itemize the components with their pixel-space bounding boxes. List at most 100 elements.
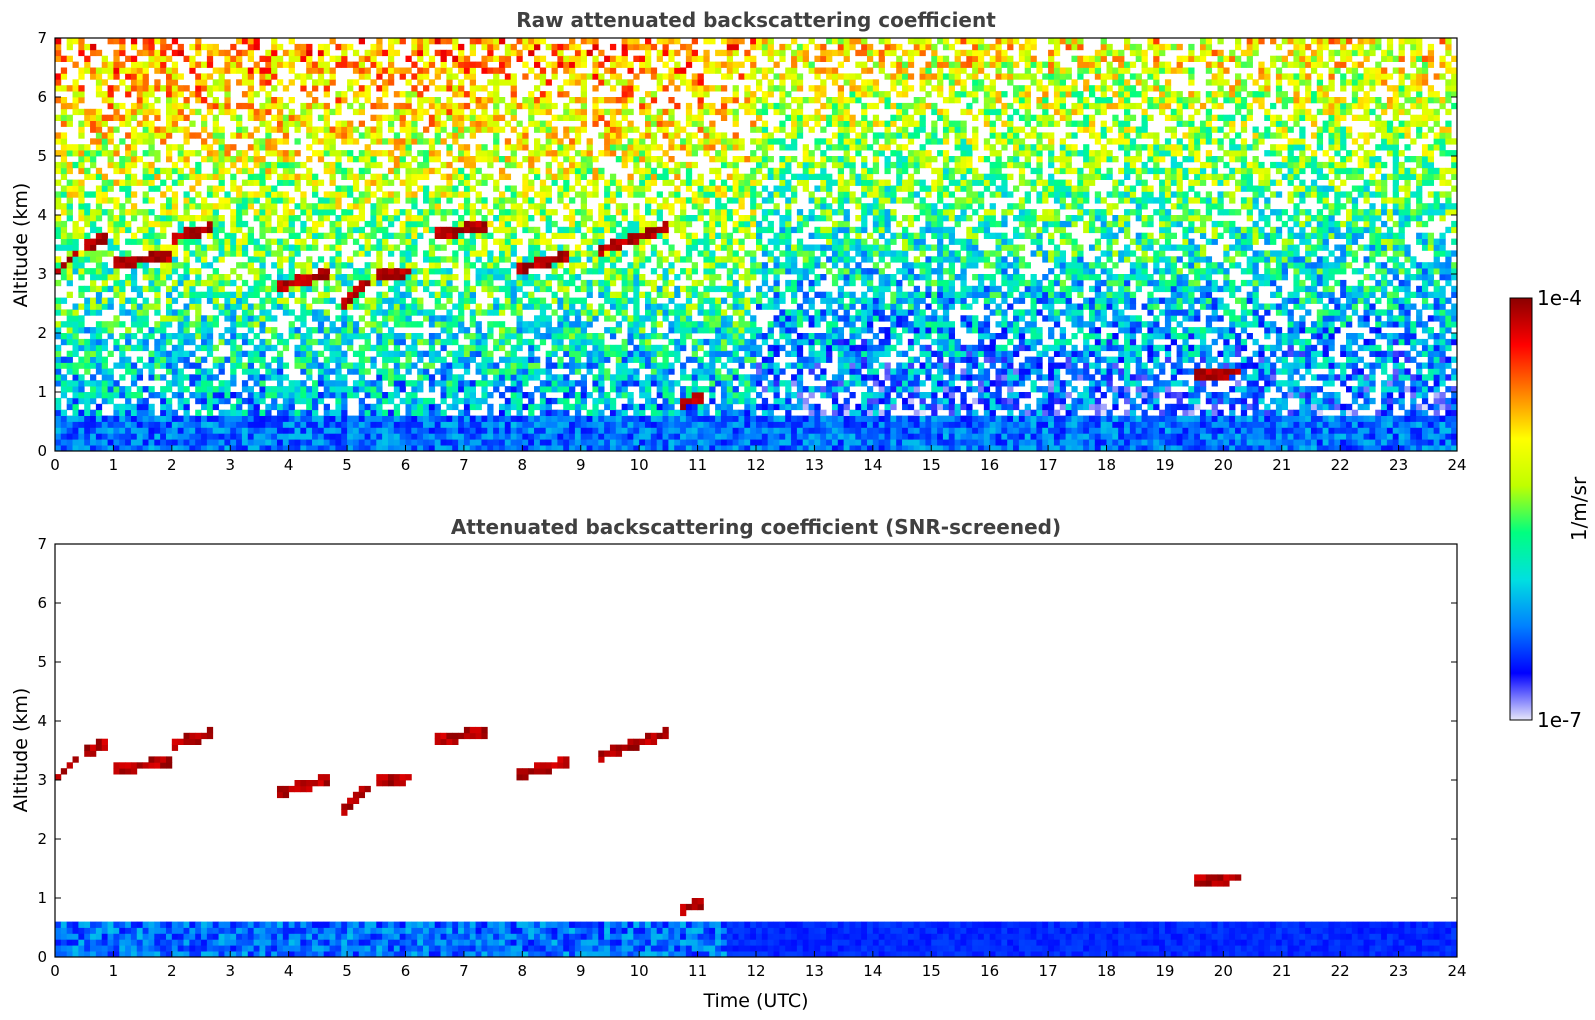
heatmap-cell [382, 279, 389, 287]
heatmap-cell [130, 256, 138, 263]
heatmap-cell [463, 161, 471, 169]
heatmap-cell [370, 392, 377, 399]
heatmap-cell [306, 102, 313, 110]
heatmap-cell [259, 285, 266, 293]
heatmap-cell [282, 167, 290, 175]
heatmap-cell [335, 120, 342, 127]
heatmap-cell [563, 268, 570, 275]
heatmap-cell [358, 374, 366, 381]
heatmap-cell [101, 191, 108, 198]
heatmap-cell [201, 173, 208, 180]
heatmap-cell [236, 262, 243, 269]
heatmap-cell [352, 61, 360, 68]
heatmap-cell [440, 421, 447, 428]
heatmap-cell [423, 433, 430, 440]
heatmap-cell [66, 250, 73, 257]
heatmap-cell [621, 161, 628, 169]
heatmap-cell [469, 203, 476, 210]
heatmap-cell [241, 150, 249, 157]
heatmap-cell [498, 250, 506, 257]
heatmap-cell [487, 445, 494, 451]
heatmap-cell [458, 344, 465, 352]
heatmap-cell [528, 279, 535, 287]
heatmap-cell [195, 397, 202, 405]
heatmap-cell [358, 167, 366, 175]
heatmap-cell [212, 232, 219, 239]
heatmap-cell [101, 344, 108, 352]
heatmap-cell [376, 327, 383, 334]
heatmap-cell [347, 138, 354, 145]
heatmap-cell [142, 445, 149, 451]
heatmap-cell [563, 61, 570, 68]
heatmap-cell [84, 67, 91, 74]
heatmap-cell [645, 102, 652, 110]
heatmap-cell [177, 433, 184, 440]
heatmap-cell [253, 38, 260, 45]
heatmap-cell [60, 161, 68, 169]
heatmap-cell [615, 303, 623, 310]
heatmap-cell [522, 433, 529, 440]
heatmap-cell [393, 433, 401, 440]
heatmap-cell [183, 173, 190, 180]
heatmap-cell [119, 61, 126, 68]
heatmap-cell [171, 433, 179, 440]
heatmap-cell [312, 102, 319, 110]
heatmap-cell [78, 421, 85, 428]
heatmap-cell [177, 403, 184, 411]
heatmap-cell [317, 297, 325, 304]
heatmap-cell [639, 433, 646, 440]
heatmap-cell [434, 279, 441, 287]
heatmap-cell [206, 344, 214, 352]
heatmap-cell [329, 409, 336, 416]
heatmap-cell [475, 327, 482, 334]
heatmap-cell [393, 108, 401, 116]
heatmap-cell [218, 161, 225, 169]
heatmap-cell [446, 179, 453, 186]
heatmap-cell [522, 138, 529, 145]
heatmap-cell [247, 403, 255, 411]
heatmap-cell [481, 368, 488, 375]
heatmap-cell [113, 73, 120, 80]
heatmap-cell [352, 67, 360, 74]
heatmap-cell [236, 250, 243, 257]
heatmap-cell [306, 285, 313, 293]
heatmap-cell [142, 321, 149, 328]
heatmap-cell [458, 226, 465, 234]
heatmap-cell [516, 220, 523, 228]
heatmap-cell [201, 315, 208, 322]
heatmap-cell [107, 91, 114, 98]
heatmap-cell [645, 333, 652, 340]
heatmap-cell [113, 67, 120, 74]
heatmap-cell [528, 250, 535, 257]
heatmap-cell [148, 374, 155, 381]
heatmap-cell [592, 309, 599, 316]
heatmap-cell [387, 368, 395, 375]
heatmap-cell [101, 362, 108, 369]
heatmap-cell [224, 85, 231, 92]
heatmap-cell [282, 374, 290, 381]
heatmap-cell [66, 179, 73, 186]
heatmap-cell [417, 38, 424, 45]
heatmap-cell [195, 374, 202, 381]
heatmap-cell [130, 38, 138, 45]
heatmap-cell [405, 55, 412, 62]
heatmap-cell [323, 433, 330, 440]
heatmap-cell [107, 421, 114, 428]
heatmap-cell [539, 403, 547, 411]
heatmap-cell [574, 321, 582, 328]
heatmap-cell [241, 191, 249, 198]
heatmap-cell [165, 250, 173, 257]
heatmap-cell [498, 338, 506, 346]
heatmap-cell [95, 114, 103, 121]
heatmap-cell [189, 55, 196, 62]
heatmap-cell [598, 409, 605, 416]
heatmap-cell [609, 215, 617, 222]
heatmap-cell [440, 244, 447, 251]
heatmap-cell [60, 439, 68, 446]
heatmap-cell [165, 433, 173, 440]
heatmap-cell [253, 173, 260, 180]
heatmap-cell [569, 386, 576, 393]
heatmap-cell [352, 108, 360, 116]
heatmap-cell [627, 38, 634, 45]
heatmap-cell [107, 179, 114, 186]
